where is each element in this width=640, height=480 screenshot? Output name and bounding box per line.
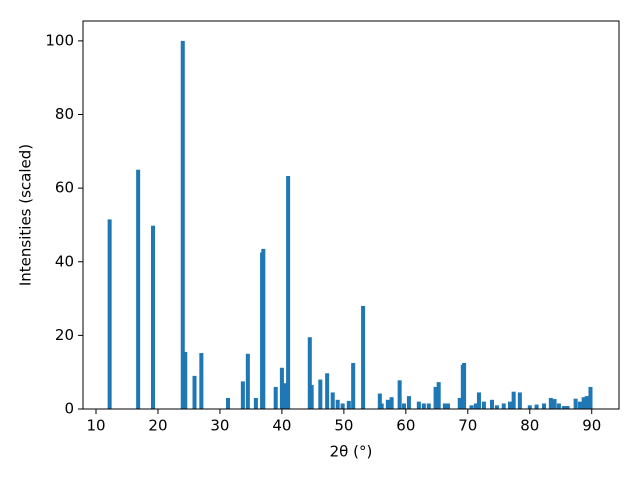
y-tick-label: 0 <box>64 400 74 418</box>
bar <box>397 380 402 409</box>
bar <box>581 397 586 409</box>
bar <box>192 375 197 409</box>
bar <box>542 403 547 409</box>
bar <box>426 403 431 409</box>
bar <box>481 401 486 409</box>
bar <box>279 367 284 409</box>
bar <box>377 393 382 409</box>
bar <box>421 403 426 409</box>
y-tick-label: 80 <box>55 105 74 123</box>
bar <box>282 383 288 409</box>
bar <box>286 175 291 409</box>
bar <box>340 403 345 409</box>
bar <box>445 403 450 409</box>
bar <box>469 405 474 409</box>
bar <box>577 401 582 409</box>
bar <box>548 397 553 409</box>
bar <box>527 405 532 409</box>
bar <box>462 362 467 409</box>
bar <box>573 398 578 409</box>
bar <box>107 219 112 409</box>
x-tick-label: 60 <box>396 417 415 435</box>
bar <box>561 406 566 409</box>
bar <box>556 403 561 409</box>
bar <box>489 399 494 409</box>
bar <box>253 397 258 409</box>
y-tick-label: 100 <box>45 31 74 49</box>
bar <box>330 392 335 409</box>
bar <box>379 403 384 409</box>
bar <box>325 373 330 409</box>
bar <box>180 40 185 409</box>
x-tick-label: 90 <box>582 417 601 435</box>
bar <box>183 351 188 409</box>
bar <box>517 392 522 409</box>
y-tick-label: 40 <box>55 252 74 270</box>
bar <box>307 337 312 409</box>
x-tick-label: 40 <box>272 417 291 435</box>
bar <box>442 403 447 409</box>
bar <box>309 385 314 409</box>
bar <box>588 386 593 409</box>
bar <box>245 353 250 409</box>
x-tick-label: 50 <box>334 417 353 435</box>
bar <box>389 397 394 409</box>
bar <box>406 396 411 409</box>
bar <box>534 404 539 409</box>
bar <box>494 405 499 409</box>
plot-frame <box>82 20 620 410</box>
bar <box>507 401 512 409</box>
bar <box>261 248 266 409</box>
bar <box>552 399 557 409</box>
bar <box>351 362 356 409</box>
bar <box>240 381 245 409</box>
bar <box>511 391 516 409</box>
y-tick-label: 60 <box>55 179 74 197</box>
bar <box>136 169 141 409</box>
bar <box>416 401 421 409</box>
x-tick-label: 30 <box>210 417 229 435</box>
bar <box>385 399 390 409</box>
bar <box>318 379 323 409</box>
bar <box>361 305 366 409</box>
bar <box>457 397 462 409</box>
x-tick-label: 70 <box>458 417 477 435</box>
x-tick-label: 80 <box>520 417 539 435</box>
bar <box>225 397 231 409</box>
bar <box>476 392 481 409</box>
bar <box>584 396 589 409</box>
bar <box>501 403 506 409</box>
bar <box>433 386 438 409</box>
x-axis-label: 2θ (°) <box>330 443 373 461</box>
bar <box>565 406 570 409</box>
bar <box>151 225 156 409</box>
bar <box>346 400 351 409</box>
bar <box>273 386 278 409</box>
x-tick-label: 20 <box>148 417 167 435</box>
x-tick-label: 10 <box>86 417 105 435</box>
bar <box>436 382 441 409</box>
bar <box>473 403 478 409</box>
bar <box>401 403 406 409</box>
y-axis-label: Intensities (scaled) <box>17 144 35 286</box>
y-tick-label: 20 <box>55 326 74 344</box>
bar <box>335 399 340 409</box>
bar <box>199 353 204 409</box>
